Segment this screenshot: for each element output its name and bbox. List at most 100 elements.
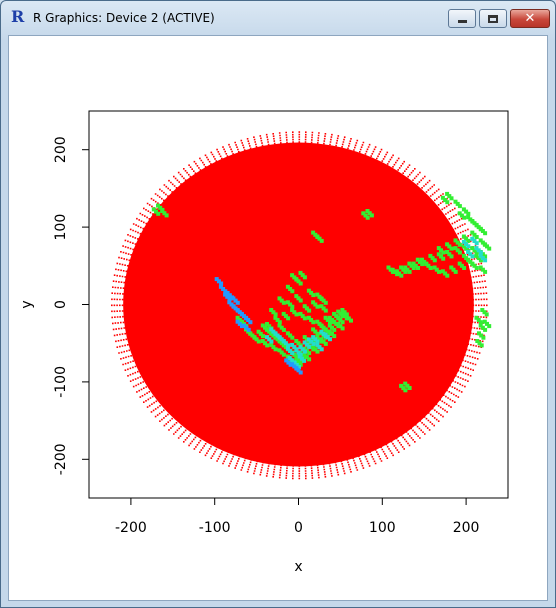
cluster-point — [466, 211, 471, 216]
r-logo-icon: R — [11, 7, 25, 26]
cluster-point — [325, 318, 330, 322]
cluster-point — [464, 242, 469, 247]
cluster-point — [273, 312, 278, 317]
cluster-point — [334, 314, 339, 319]
minimize-button[interactable] — [448, 9, 476, 28]
cluster-point — [336, 322, 341, 326]
cluster-point — [290, 351, 295, 356]
cluster-point — [288, 348, 293, 353]
cluster-point — [307, 308, 312, 313]
cluster-point — [285, 346, 290, 351]
cluster-point — [474, 246, 479, 251]
cluster-point — [336, 309, 341, 314]
cluster-point — [277, 320, 282, 325]
cluster-point — [223, 289, 228, 294]
cluster-point — [325, 335, 330, 339]
cluster-point — [294, 366, 299, 371]
cluster-point — [327, 315, 332, 320]
cluster-point — [296, 296, 301, 301]
cluster-point — [227, 300, 232, 305]
cluster-point — [445, 273, 450, 278]
cluster-point — [468, 252, 473, 257]
cluster-point — [235, 319, 240, 324]
cluster-point — [472, 232, 477, 237]
cluster-point — [405, 383, 410, 388]
cluster-point — [445, 250, 450, 254]
cluster-point — [477, 341, 482, 346]
cluster-point — [476, 256, 481, 261]
cluster-point — [309, 318, 314, 322]
cluster-point — [246, 318, 251, 322]
cluster-point — [306, 315, 311, 320]
cluster-point — [294, 312, 299, 317]
disc-core — [123, 142, 474, 467]
cluster-point — [302, 335, 307, 340]
cluster-point — [227, 297, 232, 301]
cluster-point — [369, 213, 374, 218]
cluster-point — [428, 266, 433, 270]
cluster-point — [296, 341, 301, 346]
cluster-point — [279, 350, 284, 355]
cluster-point — [482, 242, 487, 247]
cluster-point — [288, 287, 293, 291]
cluster-point — [273, 315, 278, 320]
cluster-point — [447, 244, 452, 249]
cluster-point — [265, 327, 269, 332]
cluster-point — [306, 337, 311, 342]
cluster-point — [237, 318, 242, 322]
cluster-point — [349, 318, 353, 323]
cluster-point — [271, 345, 276, 350]
cluster-point — [304, 355, 309, 360]
cluster-point — [481, 335, 486, 340]
close-button[interactable]: ✕ — [510, 9, 550, 28]
cluster-point — [470, 219, 475, 223]
window-title: R Graphics: Device 2 (ACTIVE) — [33, 11, 215, 25]
cluster-point — [244, 325, 249, 330]
cluster-point — [164, 213, 169, 218]
cluster-point — [365, 209, 370, 213]
cluster-point — [302, 349, 307, 354]
cluster-point — [403, 265, 408, 270]
cluster-point — [235, 315, 240, 320]
cluster-point — [319, 323, 324, 328]
cluster-point — [474, 235, 479, 239]
cluster-point — [290, 335, 295, 340]
cluster-point — [436, 252, 441, 257]
cluster-point — [483, 327, 488, 332]
cluster-point — [480, 325, 485, 330]
cluster-point — [302, 358, 307, 363]
maximize-button[interactable] — [479, 9, 507, 28]
cluster-point — [273, 347, 278, 352]
title-bar[interactable]: R R Graphics: Device 2 (ACTIVE) ✕ — [1, 1, 555, 35]
cluster-point — [296, 356, 301, 361]
cluster-point — [298, 345, 303, 350]
cluster-point — [332, 334, 337, 339]
cluster-point — [252, 335, 257, 340]
cluster-point — [315, 234, 320, 239]
cluster-point — [403, 381, 408, 386]
cluster-point — [246, 327, 251, 332]
cluster-point — [475, 339, 480, 343]
cluster-point — [344, 312, 349, 317]
cluster-point — [321, 339, 326, 344]
cluster-point — [281, 352, 286, 357]
cluster-point — [323, 315, 328, 320]
cluster-point — [299, 356, 304, 361]
cluster-point — [455, 201, 460, 206]
cluster-point — [265, 335, 269, 340]
cluster-point — [297, 365, 301, 370]
y-tick-label: 0 — [53, 300, 69, 309]
cluster-point — [482, 319, 487, 324]
cluster-point — [313, 337, 318, 342]
cluster-point — [160, 209, 165, 213]
cluster-point — [461, 253, 466, 258]
cluster-point — [409, 263, 414, 268]
cluster-point — [367, 211, 372, 216]
x-axis-label: x — [294, 559, 302, 575]
cluster-point — [415, 257, 420, 262]
cluster-point — [478, 258, 483, 263]
cluster-point — [470, 261, 475, 266]
cluster-point — [307, 351, 312, 356]
cluster-point — [418, 259, 422, 264]
cluster-point — [466, 258, 471, 263]
